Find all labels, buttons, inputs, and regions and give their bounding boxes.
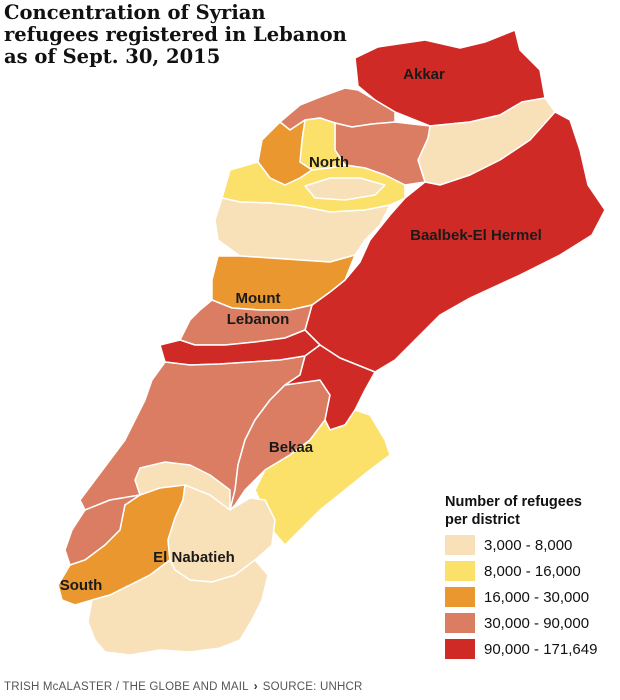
- legend-swatch: [445, 639, 475, 659]
- label-nabatieh: El Nabatieh: [153, 549, 235, 566]
- legend-swatch: [445, 587, 475, 607]
- legend: Number of refugees per district 3,000 - …: [445, 493, 617, 665]
- title-line-3: as of Sept. 30, 2015: [4, 45, 221, 68]
- legend-item: 3,000 - 8,000: [445, 535, 617, 555]
- legend-item: 90,000 - 171,649: [445, 639, 617, 659]
- legend-item: 30,000 - 90,000: [445, 613, 617, 633]
- label-mount-lebanon-1: Mount: [236, 290, 281, 307]
- legend-item: 16,000 - 30,000: [445, 587, 617, 607]
- label-bekaa: Bekaa: [269, 439, 314, 456]
- legend-item: 8,000 - 16,000: [445, 561, 617, 581]
- district-koura: [304, 177, 386, 201]
- credit-line: TRISH McALASTER / THE GLOBE AND MAIL › SOU…: [4, 681, 362, 693]
- legend-label: 90,000 - 171,649: [484, 640, 598, 658]
- legend-title: Number of refugees per district: [445, 493, 617, 529]
- title-line-1: Concentration of Syrian: [4, 1, 266, 24]
- title-line-2: refugees registered in Lebanon: [4, 23, 347, 46]
- label-akkar: Akkar: [403, 66, 445, 83]
- district-shapes: [57, 29, 606, 656]
- credit-separator: ›: [253, 681, 258, 693]
- legend-swatch: [445, 561, 475, 581]
- label-south: South: [60, 577, 103, 594]
- legend-swatch: [445, 535, 475, 555]
- credit-author: TRISH McALASTER / THE GLOBE AND MAIL: [4, 681, 249, 693]
- legend-label: 16,000 - 30,000: [484, 588, 590, 606]
- legend-title-line-1: Number of refugees: [445, 494, 582, 510]
- legend-title-line-2: per district: [445, 512, 520, 528]
- label-north: North: [309, 154, 349, 171]
- credit-source: SOURCE: UNHCR: [262, 681, 363, 693]
- district-bint-jbeil: [87, 559, 269, 656]
- district-batroun: [214, 197, 391, 263]
- district-labels: Akkar North Baalbek-El Hermel Mount Leba…: [60, 66, 542, 594]
- label-baalbek-hermel: Baalbek-El Hermel: [410, 227, 542, 244]
- legend-label: 3,000 - 8,000: [484, 536, 573, 554]
- legend-label: 30,000 - 90,000: [484, 614, 590, 632]
- district-bekaa-yellow: [254, 409, 391, 546]
- label-mount-lebanon-2: Lebanon: [227, 311, 290, 328]
- legend-swatch: [445, 613, 475, 633]
- map-title: Concentration of Syrian refugees registe…: [4, 1, 347, 68]
- district-baalbek-hermel: [304, 111, 606, 373]
- legend-label: 8,000 - 16,000: [484, 562, 581, 580]
